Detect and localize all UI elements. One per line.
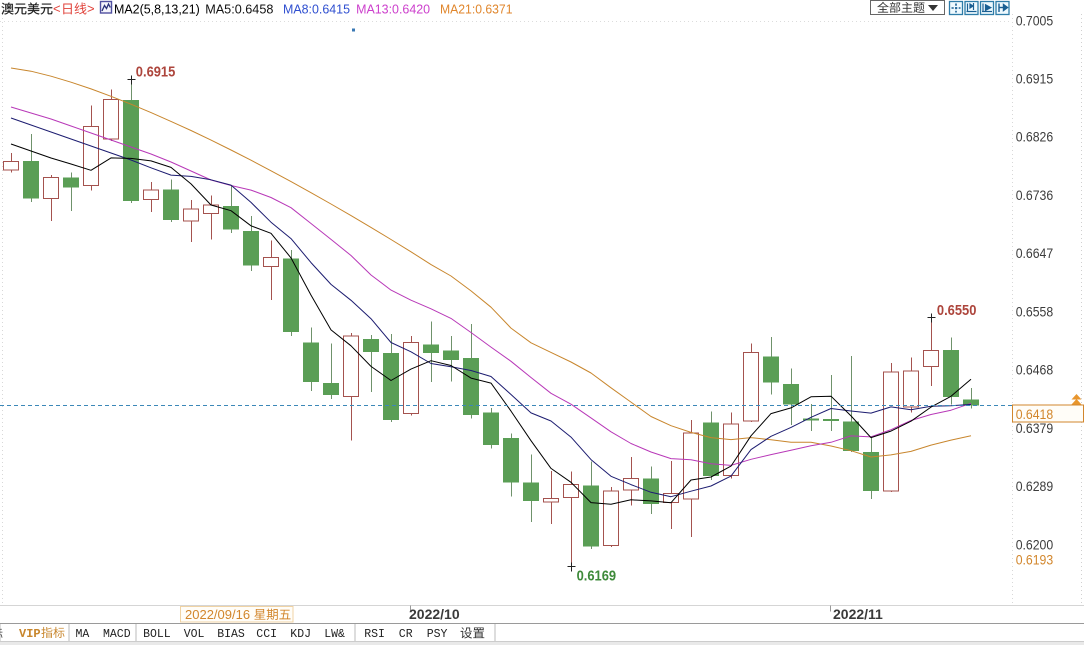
- svg-text:BIAS: BIAS: [217, 628, 245, 641]
- svg-text:VIP: VIP: [19, 627, 41, 641]
- svg-text:0.6379: 0.6379: [1016, 421, 1053, 436]
- svg-text:0.6558: 0.6558: [1016, 304, 1053, 319]
- svg-text:0.6915: 0.6915: [1016, 72, 1053, 87]
- svg-text:VOL: VOL: [184, 628, 205, 641]
- svg-text:PSY: PSY: [427, 628, 448, 641]
- svg-text:<: <: [53, 1, 61, 16]
- svg-text:MACD: MACD: [103, 628, 131, 641]
- svg-text:MA8:0.6415: MA8:0.6415: [283, 2, 350, 17]
- svg-text:0.6915: 0.6915: [136, 63, 176, 80]
- svg-text:MA: MA: [76, 628, 90, 641]
- svg-text:0.6826: 0.6826: [1016, 130, 1053, 145]
- svg-text:0.6647: 0.6647: [1016, 246, 1053, 261]
- svg-text:LW&: LW&: [324, 628, 345, 641]
- svg-text:0.6200: 0.6200: [1016, 537, 1053, 552]
- svg-text:0.7005: 0.7005: [1016, 13, 1053, 28]
- svg-text:0.6418: 0.6418: [1016, 407, 1053, 422]
- svg-text:0.6550: 0.6550: [937, 302, 977, 319]
- svg-text:MA5:0.6458: MA5:0.6458: [205, 2, 273, 17]
- svg-text:CCI: CCI: [256, 628, 277, 641]
- svg-text:MA13:0.6420: MA13:0.6420: [356, 2, 430, 17]
- svg-text:0.6468: 0.6468: [1016, 363, 1053, 378]
- svg-text:0.6193: 0.6193: [1016, 553, 1053, 568]
- svg-text:2022/10: 2022/10: [409, 606, 460, 622]
- svg-text:0.6289: 0.6289: [1016, 479, 1053, 494]
- svg-text:MA21:0.6371: MA21:0.6371: [440, 2, 513, 17]
- svg-text:>: >: [87, 1, 95, 16]
- svg-text:2022/09/16: 2022/09/16: [185, 607, 250, 622]
- svg-text:KDJ: KDJ: [290, 628, 311, 641]
- svg-text:0.6169: 0.6169: [577, 568, 617, 585]
- svg-text:RSI: RSI: [364, 628, 385, 641]
- svg-text:0.6736: 0.6736: [1016, 188, 1053, 203]
- svg-text:BOLL: BOLL: [143, 628, 171, 641]
- svg-text:2022/11: 2022/11: [833, 606, 883, 622]
- svg-text:MA2(5,8,13,21): MA2(5,8,13,21): [114, 2, 200, 17]
- svg-text:CR: CR: [399, 628, 413, 641]
